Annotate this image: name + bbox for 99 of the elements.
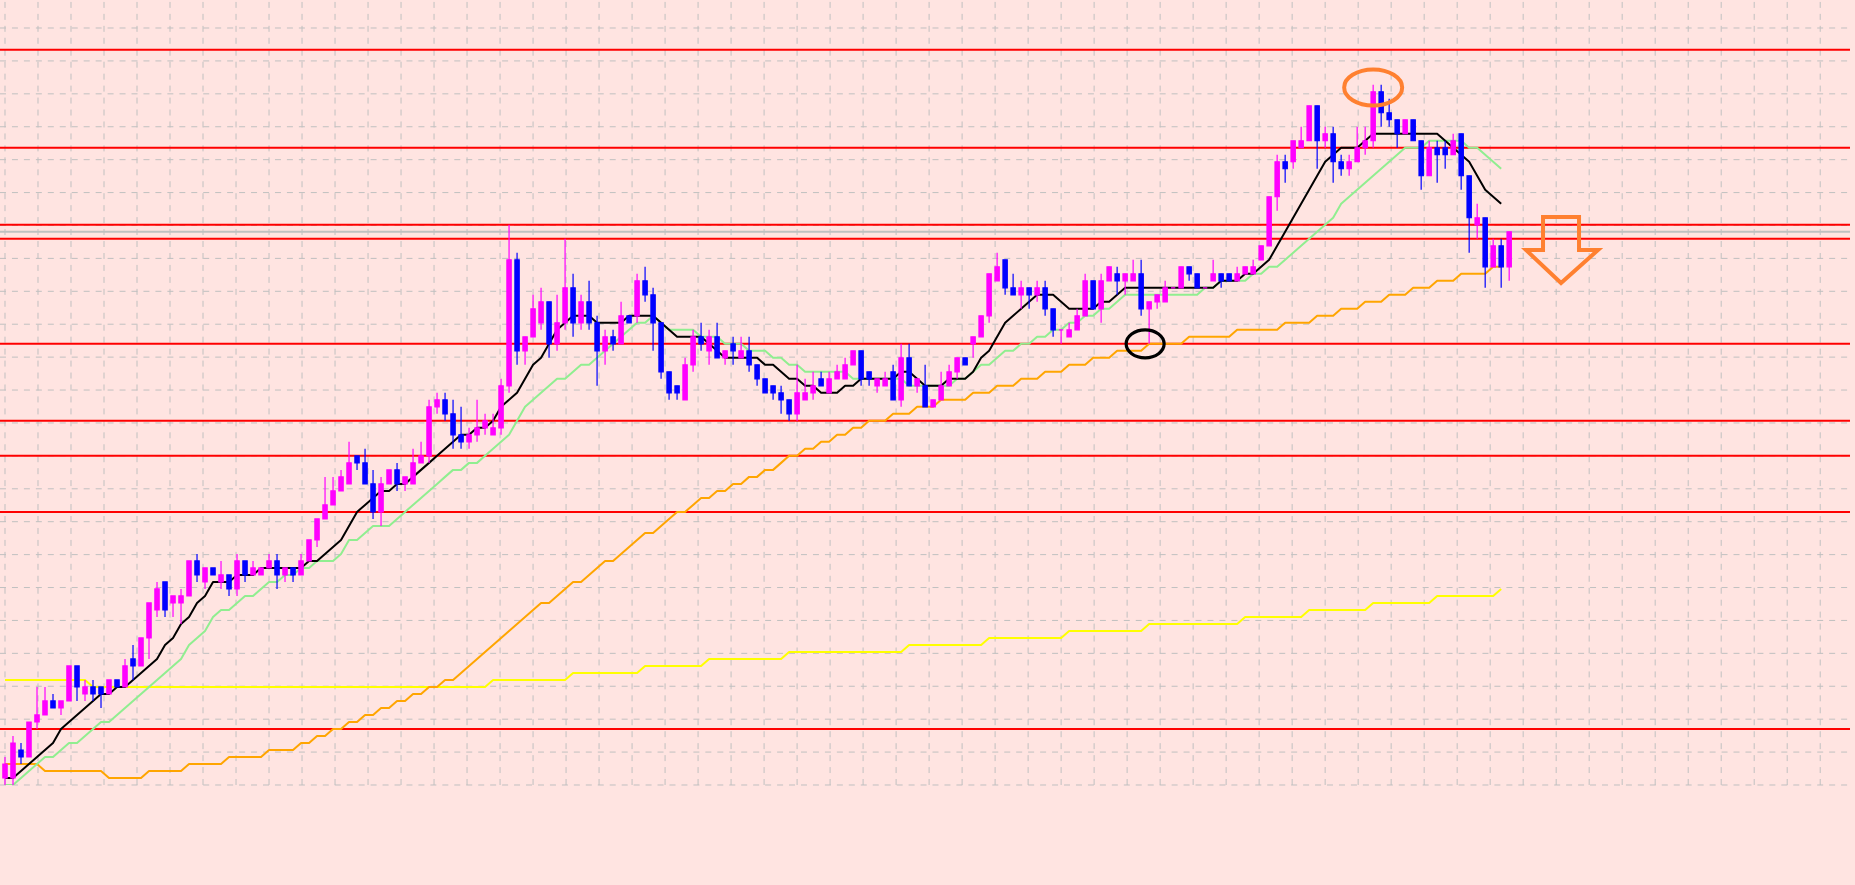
candlestick (1290, 140, 1296, 170)
candlestick (170, 595, 176, 618)
candlestick (154, 581, 160, 618)
candlestick (42, 686, 48, 716)
candlestick (1362, 126, 1368, 156)
candlestick (18, 742, 24, 765)
candlestick (466, 427, 472, 450)
candlestick (1114, 266, 1120, 296)
candlestick (602, 329, 608, 366)
candlestick (418, 441, 424, 464)
candlestick (1034, 280, 1040, 303)
candlestick (90, 679, 96, 702)
candlestick (338, 469, 344, 492)
candlestick (298, 553, 304, 576)
candlestick (810, 371, 816, 401)
candlestick (1434, 140, 1440, 184)
candlestick (130, 644, 136, 681)
candlestick (1338, 154, 1344, 177)
candlestick (242, 560, 248, 583)
candlestick (946, 364, 952, 387)
candlestick (1162, 280, 1168, 303)
candlestick (1410, 119, 1416, 142)
candlestick (610, 329, 616, 352)
candlestick (1346, 154, 1352, 177)
candlestick (978, 315, 984, 338)
candlestick (938, 371, 944, 401)
candlestick (1122, 273, 1128, 296)
candlestick (970, 336, 976, 359)
candlestick (1178, 266, 1184, 289)
candlestick (994, 252, 1000, 282)
candlestick (218, 560, 224, 590)
candlestick (1442, 140, 1448, 170)
candlestick (738, 336, 744, 359)
candlestick (322, 476, 328, 520)
candlestick (1498, 238, 1504, 289)
candlestick (842, 357, 848, 380)
candlestick (1050, 308, 1056, 338)
candlestick (1394, 119, 1400, 149)
candlestick (2, 756, 8, 785)
candlestick (1042, 280, 1048, 317)
candlestick (482, 413, 488, 436)
candlestick (490, 413, 496, 436)
candlestick (1450, 133, 1456, 156)
candlestick (778, 385, 784, 415)
candlestick (1386, 98, 1392, 128)
candlestick (554, 294, 560, 352)
candlestick (98, 686, 104, 709)
candlestick (178, 588, 184, 625)
candlestick (578, 294, 584, 331)
candlestick (1130, 259, 1136, 282)
candlestick (202, 567, 208, 590)
candlestick (442, 392, 448, 422)
candlestick (474, 399, 480, 443)
candlestick (394, 462, 400, 492)
candlestick (642, 266, 648, 303)
candlestick (746, 336, 752, 373)
candlestick (34, 686, 40, 730)
candlestick (538, 287, 544, 331)
candlestick (1298, 126, 1304, 149)
candlestick (1282, 154, 1288, 184)
candlestick (1018, 280, 1024, 310)
candlestick (754, 364, 760, 387)
candlestick (786, 399, 792, 422)
candlestick (82, 679, 88, 702)
candlestick (954, 357, 960, 380)
candlestick (714, 322, 720, 359)
candlestick (706, 329, 712, 366)
candlestick (802, 378, 808, 401)
candlestick (306, 539, 312, 562)
candlestick (666, 371, 672, 401)
candlestick (314, 518, 320, 548)
candlestick (698, 322, 704, 352)
candlestick (410, 448, 416, 485)
candlestick (1146, 301, 1152, 345)
candlestick (1026, 287, 1032, 310)
candlestick (586, 280, 592, 331)
candlestick (1474, 203, 1480, 240)
candlestick (226, 574, 232, 597)
candlestick (274, 553, 280, 590)
candlestick (1490, 238, 1496, 268)
candlestick (794, 364, 800, 422)
candlestick (330, 476, 336, 506)
candlestick (826, 371, 832, 394)
candlestick (1010, 273, 1016, 296)
candlestick (122, 658, 128, 688)
candlestick (458, 406, 464, 450)
candlestick (74, 665, 80, 702)
candlestick (1074, 308, 1080, 331)
candlestick (450, 399, 456, 450)
candlestick (1210, 259, 1216, 282)
candlestick (194, 553, 200, 583)
candlestick (434, 392, 440, 415)
candlestick (362, 448, 368, 485)
candlestick (346, 441, 352, 485)
candlestick (522, 336, 528, 366)
candlestick (1322, 126, 1328, 149)
candlestick (1354, 126, 1360, 163)
candlestick (922, 364, 928, 408)
candlestick (730, 336, 736, 366)
